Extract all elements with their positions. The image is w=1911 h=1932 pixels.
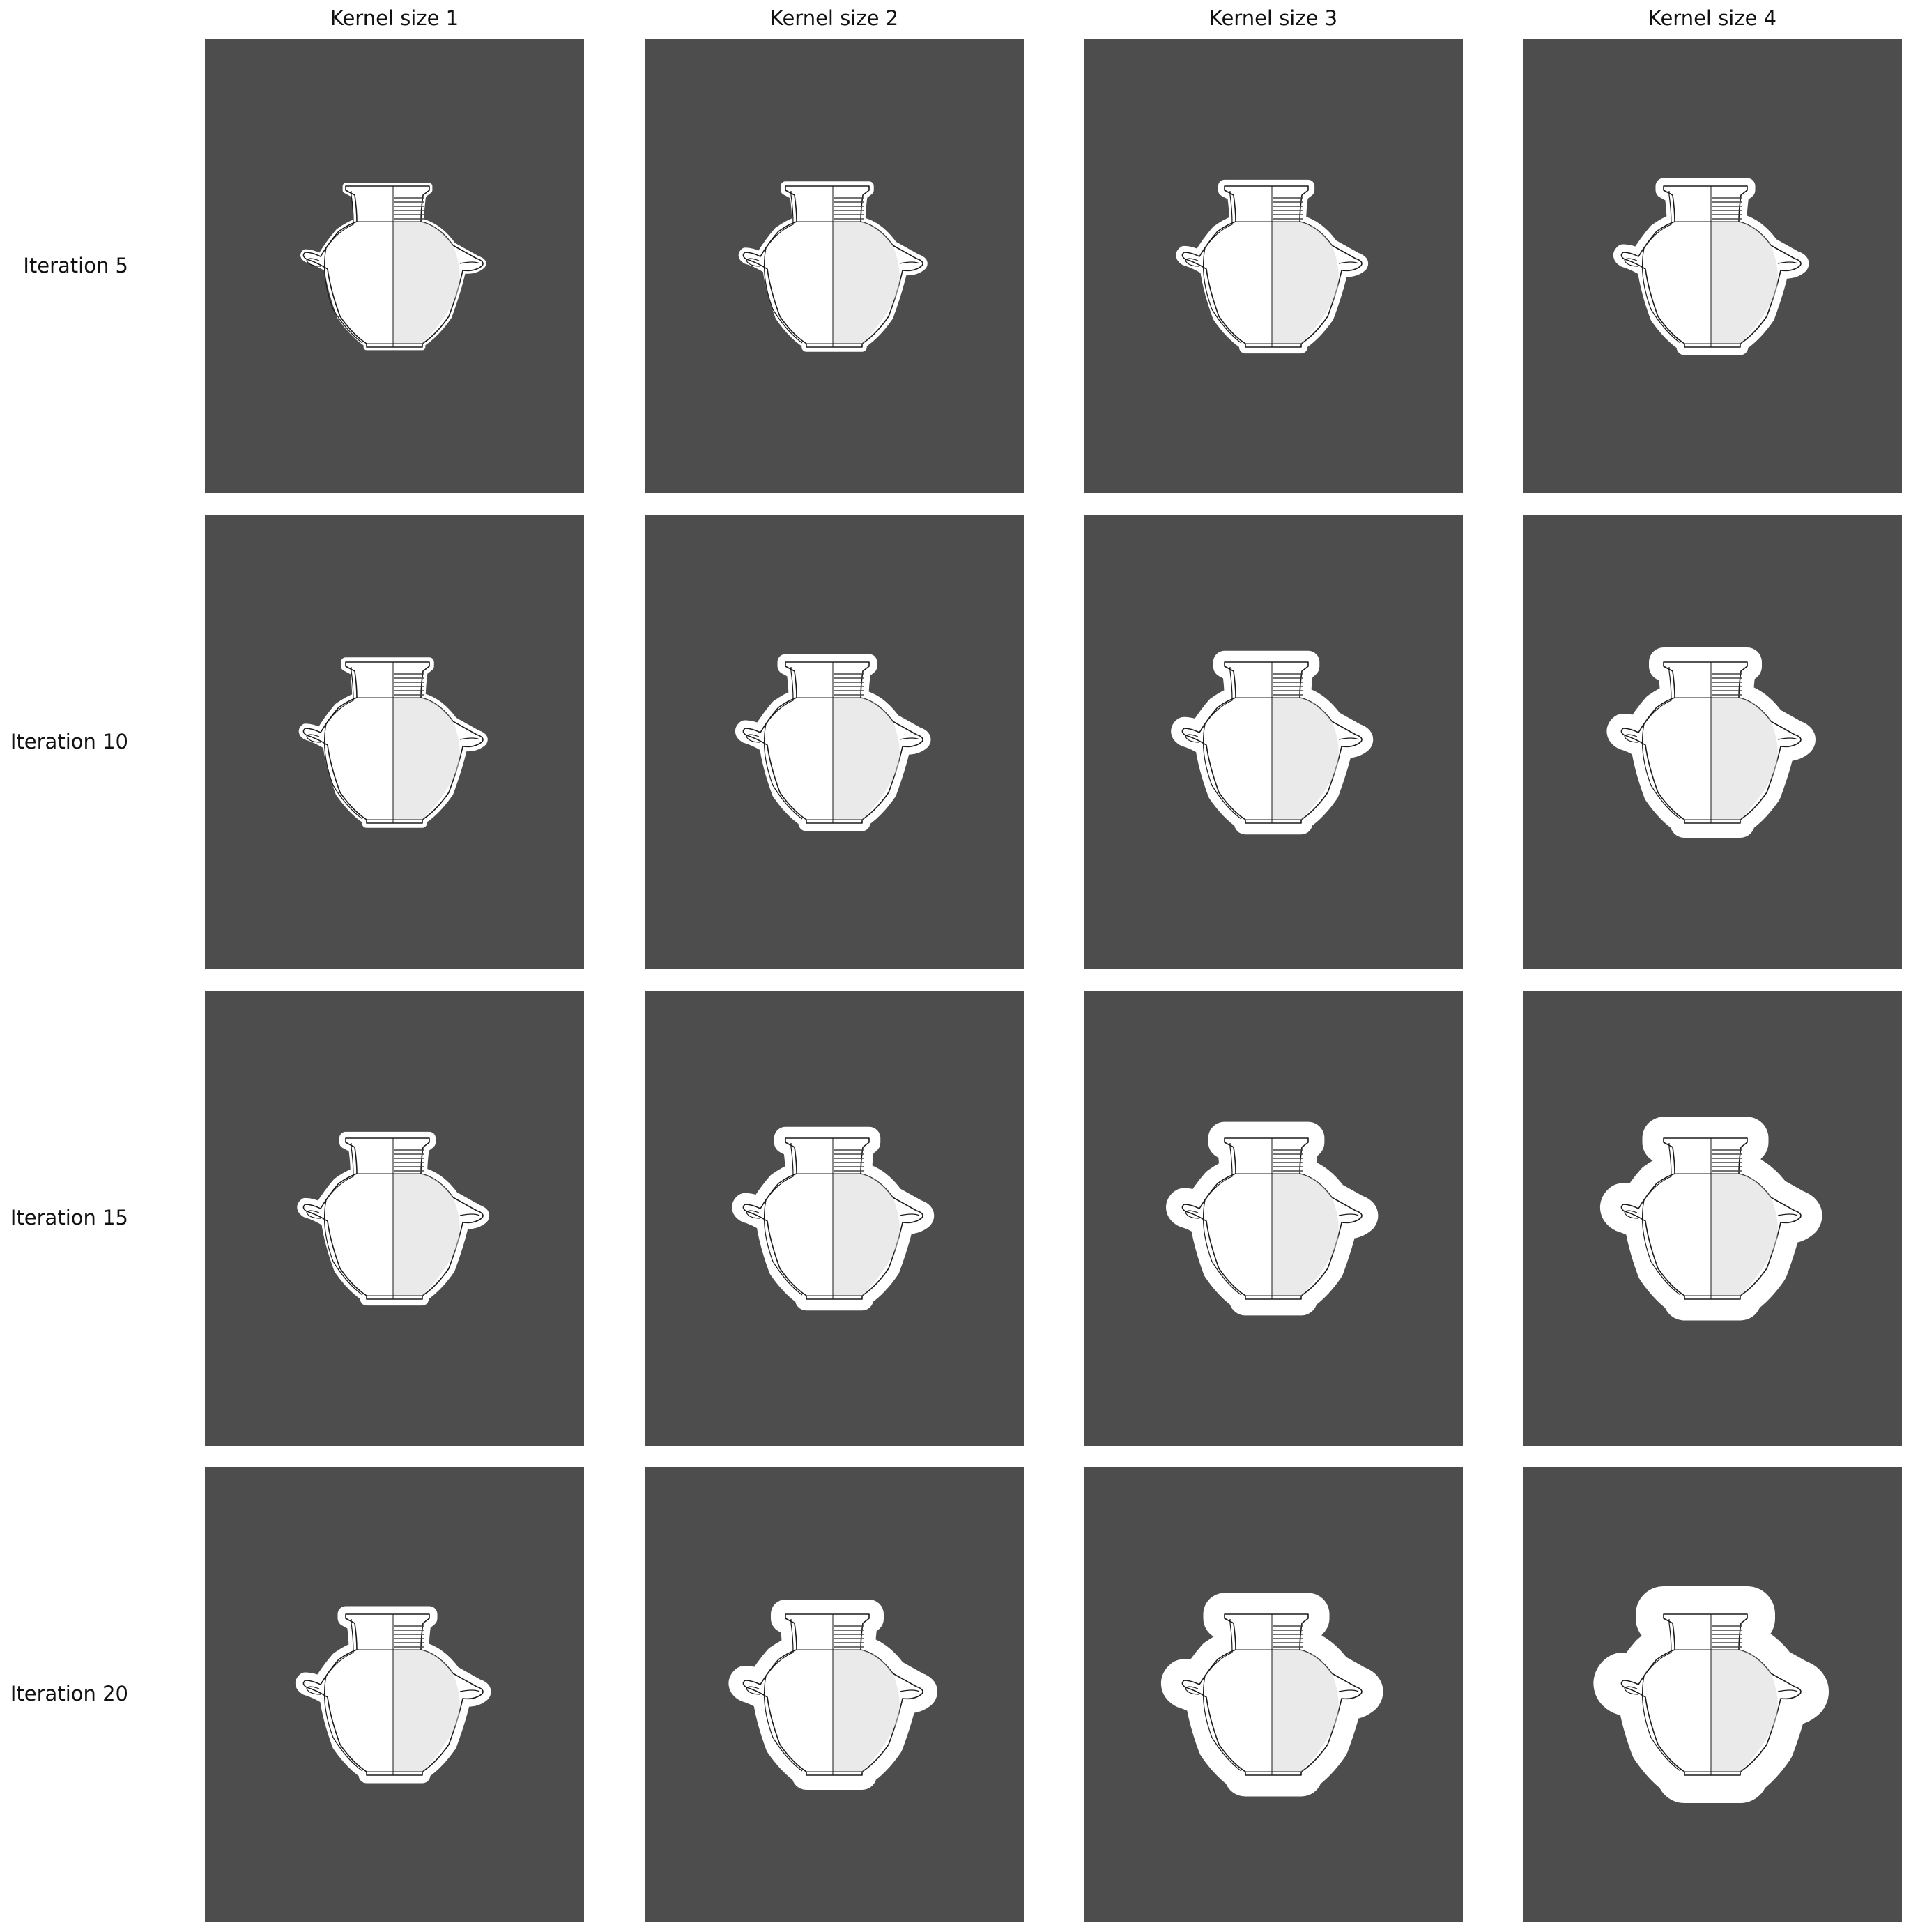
vessel-image — [1523, 39, 1902, 493]
vessel-image — [645, 515, 1024, 969]
vessel-image — [1084, 991, 1463, 1446]
vessel-image — [1523, 991, 1902, 1446]
panel-k1-it10 — [205, 515, 584, 969]
panel-k2-it20 — [645, 1467, 1024, 1922]
panel-k2-it5 — [645, 39, 1024, 493]
vessel-image — [1084, 515, 1463, 969]
panel-k3-it20 — [1084, 1467, 1463, 1922]
vessel-image — [205, 1467, 584, 1922]
panel-k1-it5 — [205, 39, 584, 493]
vessel-image — [205, 39, 584, 493]
vessel-image — [1523, 1467, 1902, 1922]
panel-k1-it15 — [205, 991, 584, 1446]
panel-k4-it10 — [1523, 515, 1902, 969]
panel-k1-it20 — [205, 1467, 584, 1922]
column-title-kernel-3: Kernel size 3 — [1208, 6, 1338, 30]
row-label-iteration-15: Iteration 15 — [10, 1206, 128, 1229]
panel-k3-it10 — [1084, 515, 1463, 969]
panel-k2-it10 — [645, 515, 1024, 969]
panel-k3-it5 — [1084, 39, 1463, 493]
vessel-image — [1523, 515, 1902, 969]
panel-k4-it15 — [1523, 991, 1902, 1446]
panel-k2-it15 — [645, 991, 1024, 1446]
column-title-kernel-1: Kernel size 1 — [330, 6, 459, 30]
column-title-kernel-2: Kernel size 2 — [769, 6, 899, 30]
column-title-kernel-4: Kernel size 4 — [1648, 6, 1777, 30]
vessel-image — [205, 991, 584, 1446]
vessel-image — [1084, 39, 1463, 493]
row-label-iteration-5: Iteration 5 — [23, 254, 128, 277]
vessel-image — [645, 1467, 1024, 1922]
vessel-image — [645, 991, 1024, 1446]
row-label-iteration-10: Iteration 10 — [10, 730, 128, 753]
panel-k4-it20 — [1523, 1467, 1902, 1922]
row-label-iteration-20: Iteration 20 — [10, 1682, 128, 1705]
vessel-image — [645, 39, 1024, 493]
vessel-image — [205, 515, 584, 969]
panel-k4-it5 — [1523, 39, 1902, 493]
panel-k3-it15 — [1084, 991, 1463, 1446]
vessel-image — [1084, 1467, 1463, 1922]
